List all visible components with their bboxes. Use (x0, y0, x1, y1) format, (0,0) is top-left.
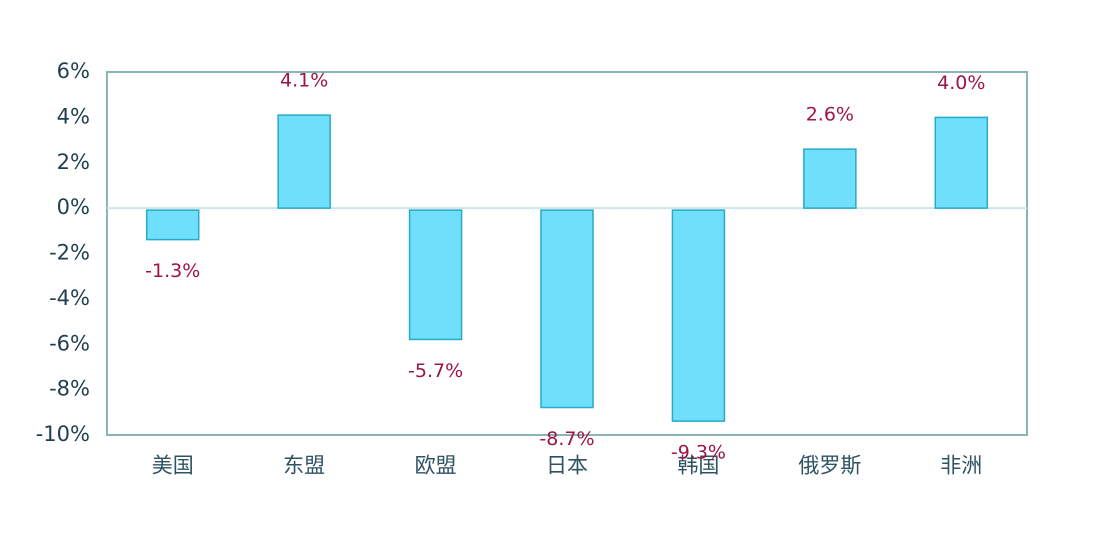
y-tick-label: 4% (57, 104, 90, 128)
y-tick-label: 2% (57, 150, 90, 174)
bar (408, 209, 463, 341)
x-tick-label: 美国 (152, 454, 194, 478)
plot-frame (106, 71, 1028, 436)
value-label: 2.6% (806, 104, 854, 126)
y-tick-label: -2% (49, 241, 90, 265)
x-tick-label: 非洲 (940, 454, 982, 478)
value-label: -9.3% (671, 442, 726, 464)
y-tick-label: -10% (36, 422, 90, 446)
bar (803, 148, 857, 209)
x-tick-label: 东盟 (283, 454, 325, 478)
value-label: 4.0% (937, 72, 985, 94)
x-tick-label: 欧盟 (415, 454, 457, 478)
x-tick-label: 韩国 (677, 454, 719, 478)
y-tick-label: 0% (57, 195, 90, 219)
y-tick-label: -6% (49, 331, 90, 355)
bar (934, 116, 989, 209)
bar (671, 209, 726, 422)
y-tick-label: 6% (57, 59, 90, 83)
value-label: 4.1% (280, 70, 328, 92)
value-label: -1.3% (145, 260, 200, 282)
bar (277, 114, 331, 209)
bar (145, 209, 200, 241)
x-tick-label: 日本 (546, 454, 588, 478)
x-tick-label: 俄罗斯 (798, 454, 861, 478)
y-tick-label: -4% (49, 286, 90, 310)
value-label: -8.7% (539, 428, 594, 450)
y-tick-label: -8% (49, 377, 90, 401)
value-label: -5.7% (408, 360, 463, 382)
bar (540, 209, 594, 409)
